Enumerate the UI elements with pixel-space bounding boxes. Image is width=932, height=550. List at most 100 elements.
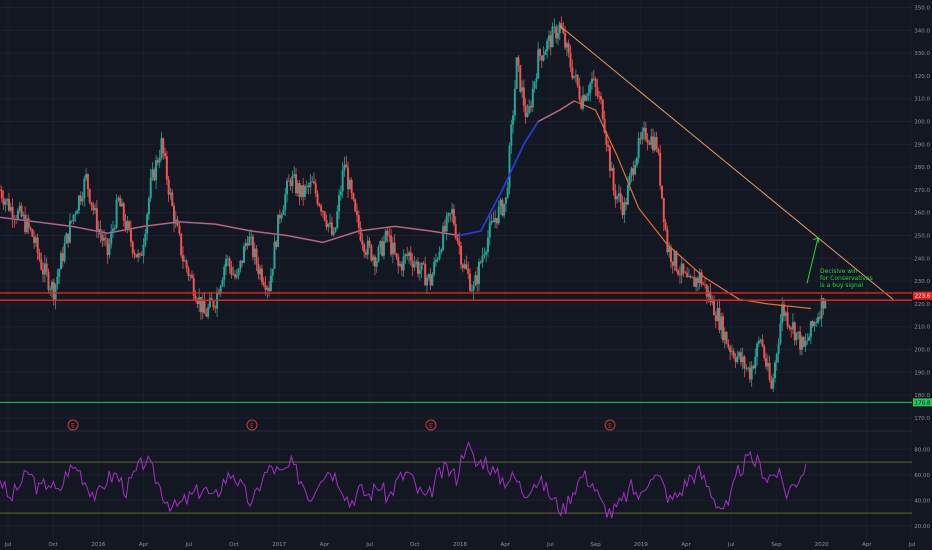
candle-body	[643, 127, 646, 132]
candle-body	[800, 337, 803, 350]
candle-body	[348, 180, 351, 190]
candle-body	[578, 85, 581, 100]
candle-body	[296, 183, 299, 194]
candle-body	[4, 200, 7, 205]
candle-body	[745, 367, 748, 369]
candle-body	[237, 268, 240, 276]
candle-body	[382, 241, 385, 256]
candle-body	[70, 220, 73, 222]
candle-body	[582, 95, 585, 109]
candle-body	[583, 95, 586, 101]
candle-body	[208, 298, 211, 308]
candle-body	[372, 256, 375, 261]
candle-body	[436, 259, 439, 260]
candle-body	[763, 346, 766, 359]
candle-body	[422, 262, 425, 264]
candle-body	[556, 33, 559, 39]
candle-body	[657, 149, 660, 153]
candle-body	[298, 183, 301, 197]
candle-body	[59, 253, 62, 270]
candle-body	[282, 209, 285, 215]
annotation-note: Decisive win for Conservatives is a buy …	[820, 268, 873, 289]
candle-body	[164, 153, 167, 157]
candle-body	[183, 260, 186, 262]
candle-body	[668, 247, 671, 253]
earnings-marker[interactable]: E	[425, 419, 437, 431]
candle-body	[716, 307, 719, 321]
earnings-marker-circle	[67, 419, 79, 431]
candle-body	[248, 236, 251, 246]
candle-body	[494, 218, 497, 223]
candle-body	[775, 353, 778, 363]
earnings-marker[interactable]: E	[67, 419, 79, 431]
candle-body	[92, 205, 95, 211]
candle-body	[790, 327, 793, 330]
candle-body	[391, 242, 394, 255]
candle-body	[779, 323, 782, 344]
earnings-marker[interactable]: E	[246, 419, 258, 431]
price-tick-label: 210.0	[914, 325, 930, 331]
candle-body	[189, 275, 192, 276]
price-axis-bg	[912, 0, 932, 550]
candle-body	[24, 214, 27, 232]
candle-body	[234, 274, 237, 278]
candle-body	[596, 87, 599, 96]
candle-body	[345, 164, 348, 168]
candle-body	[74, 213, 77, 215]
earnings-marker[interactable]: E	[604, 419, 616, 431]
candle-body	[124, 220, 127, 230]
candle-body	[34, 237, 37, 244]
candle-body	[782, 304, 785, 317]
candle-body	[108, 243, 111, 255]
price-axis[interactable]: 350.0 340.0 330.0 320.0 310.0 300.0 290.0 280.0…	[912, 0, 932, 550]
price-tick-label: 270.0	[914, 188, 930, 194]
time-tick-label: Apr	[320, 542, 330, 548]
candle-body	[558, 23, 561, 34]
candle-body	[660, 185, 663, 198]
candle-body	[61, 253, 64, 262]
rsi-pane[interactable]	[0, 440, 912, 519]
candle-body	[63, 243, 66, 262]
candle-body	[219, 286, 222, 295]
candle-body	[610, 167, 613, 171]
candle-body	[795, 332, 798, 341]
candle-body	[128, 221, 131, 229]
candle-body	[400, 263, 403, 271]
candle-body	[433, 261, 436, 275]
candle-body	[156, 160, 159, 163]
candle-body	[260, 268, 263, 282]
candle-body	[318, 203, 321, 206]
candle-body	[469, 273, 472, 291]
candle-body	[465, 264, 468, 270]
candle-body	[241, 260, 244, 263]
candle-body	[555, 26, 558, 39]
candle-body	[418, 270, 421, 274]
candle-body	[616, 196, 619, 200]
candle-body	[451, 209, 454, 214]
candle-body	[517, 57, 520, 66]
candle-body	[808, 336, 811, 341]
candle-body	[698, 272, 701, 283]
candle-body	[323, 211, 326, 221]
candle-body	[811, 321, 814, 326]
current-price-label: 223.6	[915, 294, 931, 300]
candle-body	[357, 215, 360, 228]
earnings-marker-label: E	[71, 423, 75, 430]
time-axis[interactable]: Jul Oct 2016 Apr Jul Oct 2017 Apr Jul Oct 2018 Apr J…	[4, 542, 916, 548]
candle-body	[791, 322, 794, 330]
candle-body	[113, 227, 116, 229]
candle-body	[314, 183, 317, 194]
candle-body	[417, 261, 420, 274]
candle-body	[485, 251, 488, 255]
candle-body	[268, 287, 271, 292]
price-tick-label: 330.0	[914, 51, 930, 57]
candle-body	[133, 253, 136, 255]
candle-body	[768, 362, 771, 380]
candle-body	[625, 202, 628, 205]
candle-body	[592, 78, 595, 80]
candle-body	[705, 284, 708, 297]
candle-body	[662, 197, 665, 223]
candle-body	[409, 252, 412, 261]
